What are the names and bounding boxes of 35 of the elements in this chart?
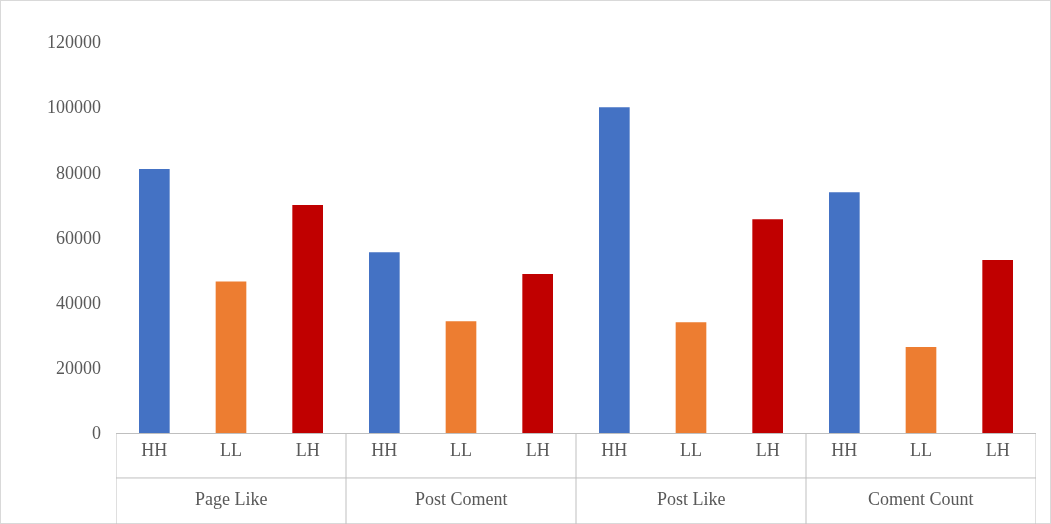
- bar: [292, 204, 323, 433]
- bar: [982, 259, 1013, 433]
- x-tick-label: LL: [680, 439, 702, 460]
- bar: [369, 252, 400, 433]
- bar: [675, 322, 707, 433]
- x-tick-label: HH: [371, 439, 398, 460]
- y-tick-label: 40000: [56, 292, 101, 313]
- y-tick-label: 120000: [47, 32, 101, 53]
- y-tick-label: 20000: [56, 358, 101, 379]
- bar: [522, 273, 553, 433]
- bar: [445, 321, 477, 433]
- text: Post Like: [657, 489, 726, 509]
- y-tick-label: 80000: [56, 162, 101, 183]
- x-tick-label: HH: [141, 439, 168, 460]
- x-tick-label: HH: [601, 439, 628, 460]
- bar: [215, 281, 247, 433]
- x-tick-label: LH: [525, 439, 550, 460]
- text: Page Like: [195, 489, 268, 509]
- y-tick-label: 60000: [56, 227, 101, 248]
- bar: [599, 107, 630, 433]
- bar: [139, 169, 170, 433]
- x-tick-label: LH: [985, 439, 1010, 460]
- x-tick-label: LL: [910, 439, 932, 460]
- x-tick-label: LH: [295, 439, 320, 460]
- x-tick-label: HH: [831, 439, 858, 460]
- y-tick-label: 100000: [47, 97, 101, 118]
- y-tick-label: 0: [92, 423, 101, 444]
- text: Post Coment: [415, 489, 508, 509]
- x-tick-label: LL: [220, 439, 242, 460]
- bar: [905, 346, 937, 433]
- bar: [829, 192, 860, 433]
- x-tick-label: LH: [755, 439, 780, 460]
- bar: [752, 219, 783, 433]
- text: Coment Count: [868, 489, 974, 509]
- x-tick-label: LL: [450, 439, 472, 460]
